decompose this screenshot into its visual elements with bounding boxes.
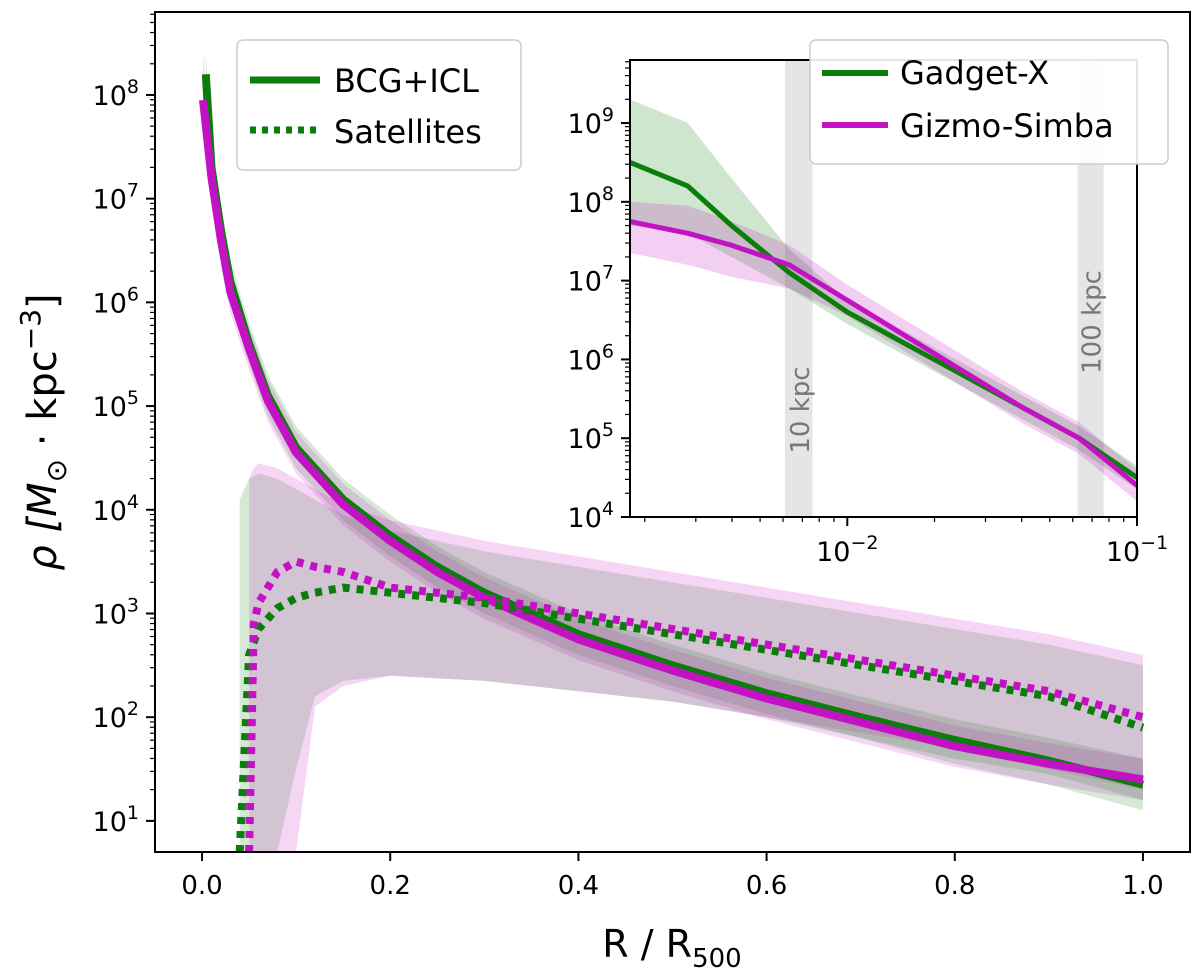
inset-uncertainty-bands <box>630 99 1137 502</box>
y-tick-label: 101 <box>93 802 139 838</box>
y-axis-label: ρ [M⊙ · kpc−3] <box>14 293 73 570</box>
y-tick-label: 103 <box>93 594 139 630</box>
inset-y-tick-label: 107 <box>568 262 614 298</box>
inset-x-tick-label: 10−1 <box>1106 532 1168 568</box>
main-chart-panel: 0.0 0.2 0.4 0.6 0.8 1.0 101 102 103 104 105 106 107… <box>14 11 1191 974</box>
inset-series-lines <box>629 160 1139 488</box>
legend-label-satellites: Satellites <box>334 113 482 151</box>
inset-y-tick-label: 109 <box>568 104 614 140</box>
legend-label-gizmo-simba: Gizmo-Simba <box>900 107 1114 145</box>
line-gizmo-simba-bcg-icl <box>199 99 1144 784</box>
inset-legend: Gadget-X Gizmo-Simba <box>809 39 1169 165</box>
y-tick-label: 106 <box>93 283 139 319</box>
inset-y-tick-label: 105 <box>568 419 614 455</box>
y-tick-label: 105 <box>93 387 139 423</box>
legend-label-bcg-icl: BCG+ICL <box>334 62 479 100</box>
inset-x-tick-label: 10−2 <box>816 532 878 568</box>
line-gadget-x-satellites <box>235 583 1145 853</box>
band-gadget-x-bcg-icl <box>205 53 1144 811</box>
y-tick-label: 107 <box>93 180 139 216</box>
main-legend-box <box>236 39 522 171</box>
legend-label-gadget-x: Gadget-X <box>900 54 1049 92</box>
band-gizmo-simba-bcg-icl <box>203 53 1143 801</box>
y-tick-label: 104 <box>93 491 139 527</box>
scale-band-10-kpc <box>784 60 813 517</box>
inset-legend-box <box>809 39 1169 165</box>
x-tick-label: 0.8 <box>934 871 975 901</box>
main-plot-frame <box>154 11 1191 853</box>
inset-y-tick-label: 106 <box>568 340 614 376</box>
inset-scale-bands <box>784 60 1104 517</box>
line-gizmo-simba-satellites <box>245 557 1145 853</box>
inset-chart-panel: 10−2 10−1 104 105 106 107 108 109 10 kpc 100 kp… <box>568 39 1169 568</box>
inset-y-tick-label: 108 <box>568 183 614 219</box>
inset-line-gizmo-simba <box>629 219 1139 488</box>
x-tick-label: 0.2 <box>370 871 411 901</box>
x-tick-label: 1.0 <box>1122 871 1163 901</box>
y-tick-label: 108 <box>93 76 139 112</box>
inset-scale-band-labels: 10 kpc 100 kpc <box>786 270 1108 453</box>
band-gizmo-simba-satellites <box>249 463 1144 852</box>
inset-y-tick-label: 104 <box>568 498 614 534</box>
x-tick-label: 0.6 <box>746 871 787 901</box>
x-axis-label: R / R500 <box>602 922 741 974</box>
inset-band-gadget-x <box>630 99 1137 490</box>
band-gadget-x-satellites <box>239 473 1143 852</box>
scale-band-label-100-kpc: 100 kpc <box>1078 270 1108 374</box>
main-legend: BCG+ICL Satellites <box>236 39 522 171</box>
main-y-ticks: 101 102 103 104 105 106 107 108 <box>93 13 155 838</box>
x-tick-label: 0.4 <box>558 871 599 901</box>
x-tick-label: 0.0 <box>181 871 222 901</box>
y-tick-label: 102 <box>93 698 139 734</box>
main-x-ticks: 0.0 0.2 0.4 0.6 0.8 1.0 <box>181 852 1164 901</box>
inset-band-gizmo-simba <box>630 201 1137 502</box>
inset-x-ticks: 10−2 10−1 <box>644 517 1168 568</box>
main-uncertainty-bands <box>203 53 1144 852</box>
inset-y-ticks: 104 105 106 107 108 109 <box>568 61 630 534</box>
main-series-lines <box>199 73 1145 853</box>
scale-band-label-10-kpc: 10 kpc <box>786 366 816 453</box>
